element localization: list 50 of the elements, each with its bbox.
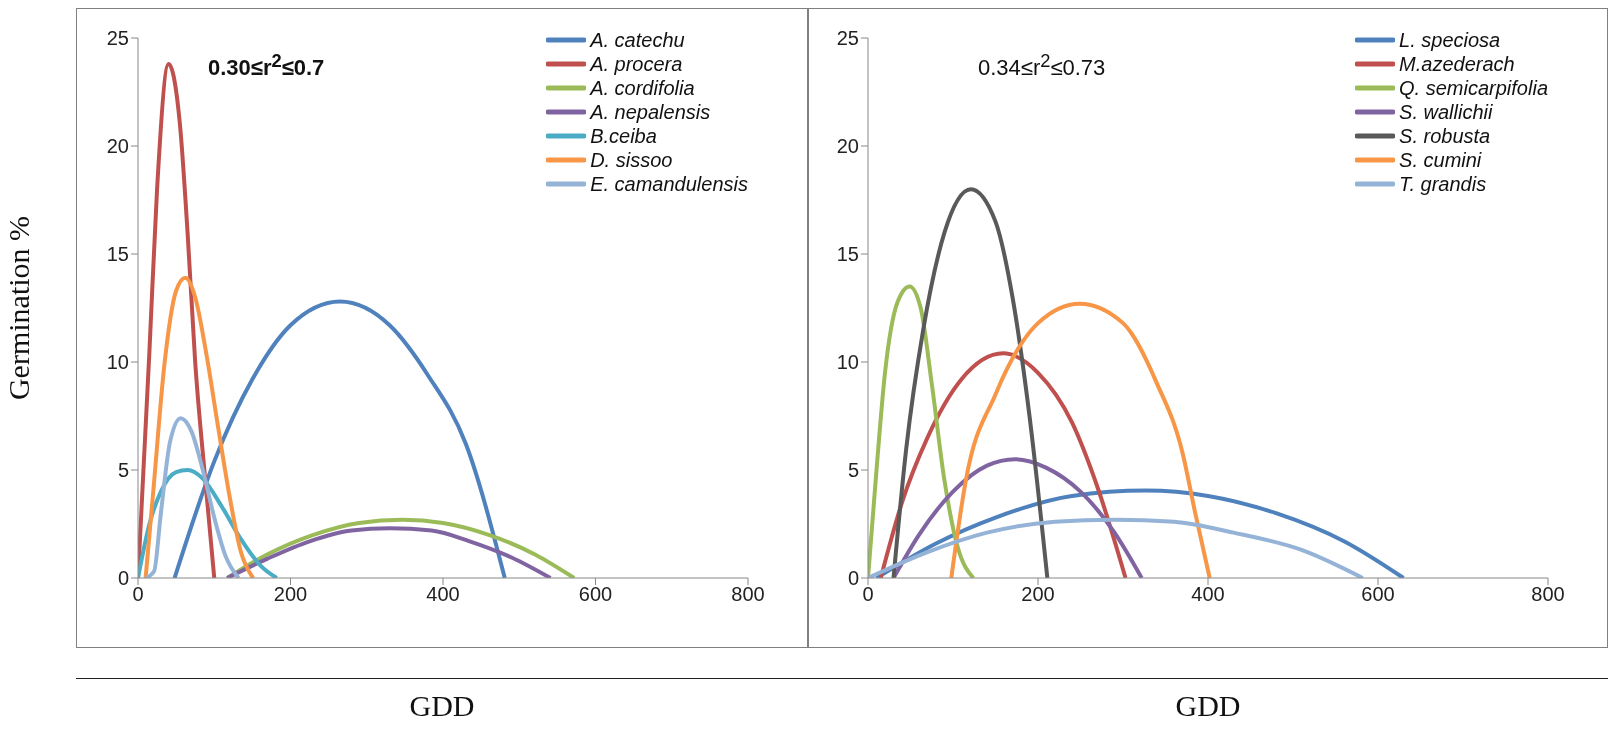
x-tick-label: 200 <box>273 583 308 606</box>
x-tick-label: 0 <box>862 583 874 606</box>
line-series <box>891 187 1050 578</box>
legend-label: D. sissoo <box>590 148 673 172</box>
legend-label: Q. semicarpifolia <box>1399 76 1548 100</box>
legend-label: A. nepalensis <box>590 100 711 124</box>
x-axis-title: GDD <box>1174 689 1242 723</box>
x-tick-label: 600 <box>578 583 613 606</box>
line-series <box>949 301 1212 578</box>
y-tick-label: 25 <box>106 27 129 50</box>
x-tick-label: 600 <box>1361 583 1395 606</box>
line-series <box>868 517 1365 578</box>
legend-label: S. wallichii <box>1399 100 1493 124</box>
x-tick-label: 200 <box>1021 583 1055 606</box>
y-tick-label: 15 <box>836 243 859 266</box>
legend-label: S. cumini <box>1399 148 1482 172</box>
legend-label: L. speciosa <box>1399 28 1501 52</box>
y-tick-label: 5 <box>117 459 129 482</box>
x-tick-label: 800 <box>1531 583 1565 606</box>
line-series <box>143 416 241 578</box>
legend-label: A. cordifolia <box>590 76 695 100</box>
y-tick-label: 0 <box>847 567 859 590</box>
y-tick-label: 10 <box>836 351 859 374</box>
legend-label: T. grandis <box>1399 172 1487 196</box>
y-tick-label: 20 <box>106 135 129 158</box>
x-tick-label: 0 <box>132 583 144 606</box>
y-tick-label: 25 <box>836 27 859 50</box>
x-tick-label: 400 <box>1191 583 1225 606</box>
y-tick-label: 10 <box>106 351 129 374</box>
x-tick-label: 400 <box>426 583 460 606</box>
y-tick-label: 20 <box>836 135 859 158</box>
y-tick-label: 15 <box>106 243 129 266</box>
line-series <box>868 284 976 578</box>
x-tick-label: 800 <box>731 583 765 606</box>
line-series <box>143 275 256 578</box>
line-series <box>172 299 507 578</box>
annotation: 0.34≤r$^{2}$≤0.73 <box>978 50 1106 82</box>
line-series <box>225 517 577 578</box>
legend-label: S. robusta <box>1399 124 1491 148</box>
annotation: 0.30≤r$^{2}$≤0.7 <box>208 50 325 82</box>
x-axis-title: GDD <box>408 689 476 723</box>
legend-label: M.azederach <box>1399 52 1515 76</box>
y-tick-label: 0 <box>117 567 129 590</box>
y-axis-title: Germination % <box>1 215 35 401</box>
legend-label: A. catechu <box>590 28 685 52</box>
legend-label: E. camandulensis <box>590 172 748 196</box>
legend-label: A. procera <box>590 52 683 76</box>
y-tick-label: 5 <box>847 459 859 482</box>
legend-label: B.ceiba <box>590 124 657 148</box>
line-series <box>225 526 553 578</box>
